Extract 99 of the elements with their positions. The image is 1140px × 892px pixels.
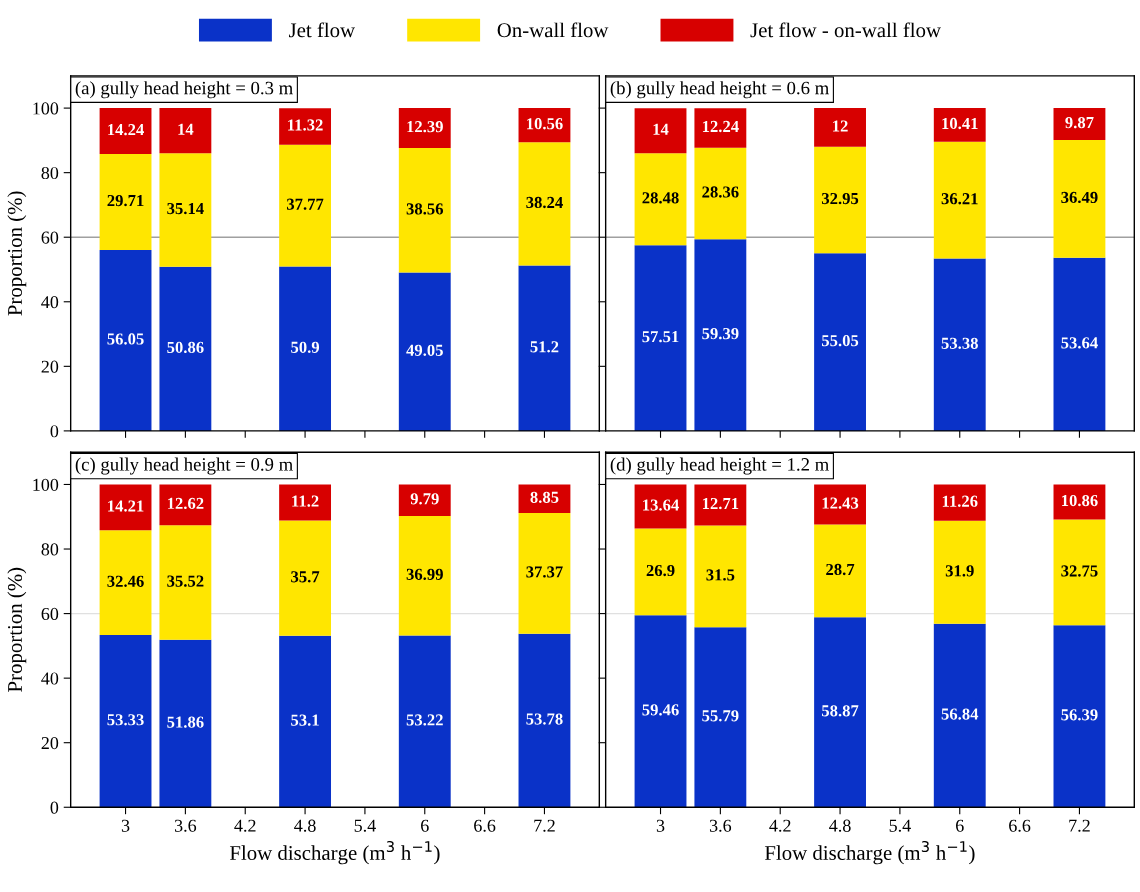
y-tick-label: 0 bbox=[50, 801, 59, 814]
chart-title: (a) gully head height = 0.3 m bbox=[75, 81, 293, 99]
x-axis-title: Flow discharge (m$^{3}$ h$^{−1}$) bbox=[764, 841, 975, 865]
data-label: 13.64 bbox=[643, 499, 679, 511]
y-tick-label: 100 bbox=[33, 102, 59, 115]
x-tick-label: 6 bbox=[956, 819, 964, 832]
data-label: 38.56 bbox=[406, 203, 444, 215]
x-tick-label: 5.4 bbox=[354, 819, 376, 832]
data-label: 57.51 bbox=[642, 331, 679, 343]
data-label: 38.24 bbox=[526, 196, 563, 209]
data-label: 26.9 bbox=[646, 564, 675, 577]
data-label: 36.49 bbox=[1061, 191, 1098, 204]
data-label: 12 bbox=[833, 120, 848, 132]
data-label: 10.41 bbox=[942, 117, 978, 130]
data-label: 12.43 bbox=[822, 497, 859, 509]
data-label: 58.87 bbox=[821, 705, 859, 717]
data-label: 11.32 bbox=[288, 119, 323, 131]
x-tick-label: 7.2 bbox=[534, 819, 555, 832]
data-label: 50.9 bbox=[291, 341, 320, 353]
data-label: 9.87 bbox=[1065, 116, 1094, 129]
data-label: 10.86 bbox=[1062, 494, 1098, 507]
legend-label: On-wall flow bbox=[497, 22, 609, 38]
x-tick-label: 5.4 bbox=[889, 819, 911, 832]
data-label: 14 bbox=[178, 123, 194, 135]
chart-title: (d) gully head height = 1.2 m bbox=[610, 457, 829, 475]
data-label: 53.38 bbox=[941, 337, 978, 349]
data-label: 32.46 bbox=[107, 575, 144, 587]
data-label: 28.7 bbox=[826, 563, 855, 576]
data-label: 28.48 bbox=[642, 192, 679, 204]
x-tick-label: 7.2 bbox=[1069, 819, 1090, 832]
data-label: 12.62 bbox=[167, 497, 204, 510]
data-label: 53.22 bbox=[406, 714, 443, 726]
x-tick-label: 6 bbox=[421, 819, 429, 832]
data-label: 10.56 bbox=[527, 118, 563, 130]
x-tick-label: 3 bbox=[121, 819, 130, 832]
data-label: 50.86 bbox=[167, 341, 204, 354]
data-label: 53.64 bbox=[1061, 337, 1098, 349]
data-label: 55.05 bbox=[821, 334, 859, 347]
x-axis-title: Flow discharge (m$^{3}$ h$^{−1}$) bbox=[229, 841, 440, 865]
x-tick-label: 3 bbox=[656, 819, 665, 832]
data-label: 9.79 bbox=[410, 493, 439, 505]
data-label: 36.99 bbox=[406, 568, 443, 581]
data-label: 12.24 bbox=[702, 120, 739, 133]
y-tick-label: 100 bbox=[33, 478, 59, 491]
data-label: 51.2 bbox=[530, 341, 559, 353]
data-label: 56.39 bbox=[1061, 709, 1098, 721]
data-label: 35.14 bbox=[167, 202, 204, 215]
data-label: 31.5 bbox=[706, 569, 735, 581]
y-axis-title: Proportion (%) bbox=[7, 567, 27, 692]
chart-title: (b) gully head height = 0.6 m bbox=[610, 81, 829, 99]
x-tick-label: 6.6 bbox=[1009, 819, 1031, 832]
x-tick-label: 6.6 bbox=[474, 819, 496, 832]
y-tick-label: 80 bbox=[41, 543, 59, 556]
data-label: 29.71 bbox=[107, 194, 144, 207]
data-label: 55.79 bbox=[702, 710, 739, 722]
data-label: 31.9 bbox=[945, 565, 974, 577]
data-label: 14.21 bbox=[108, 500, 144, 512]
y-tick-label: 20 bbox=[41, 736, 59, 750]
data-label: 35.7 bbox=[291, 571, 320, 583]
data-label: 56.84 bbox=[941, 708, 979, 720]
data-label: 37.77 bbox=[286, 198, 324, 210]
y-tick-label: 40 bbox=[41, 672, 59, 685]
data-label: 51.86 bbox=[167, 716, 204, 728]
y-axis-title: Proportion (%) bbox=[7, 191, 27, 316]
x-tick-label: 4.2 bbox=[234, 819, 256, 832]
data-label: 56.05 bbox=[107, 333, 144, 345]
data-label: 36.21 bbox=[941, 193, 978, 205]
data-label: 11.2 bbox=[292, 495, 319, 507]
data-label: 53.33 bbox=[107, 714, 144, 726]
data-label: 53.78 bbox=[526, 713, 563, 725]
data-label: 32.95 bbox=[821, 192, 859, 205]
x-tick-label: 4.8 bbox=[829, 819, 851, 832]
x-tick-label: 3.6 bbox=[174, 819, 197, 832]
data-label: 59.39 bbox=[702, 328, 739, 340]
y-tick-label: 60 bbox=[41, 607, 59, 621]
chart-title: (c) gully head height = 0.9 m bbox=[75, 457, 293, 475]
y-tick-label: 20 bbox=[41, 360, 59, 373]
data-label: 12.39 bbox=[407, 121, 443, 133]
data-label: 59.46 bbox=[642, 704, 679, 716]
data-label: 12.71 bbox=[702, 497, 739, 510]
data-label: 37.37 bbox=[526, 566, 563, 578]
x-tick-label: 3.6 bbox=[709, 819, 732, 832]
data-label: 11.26 bbox=[942, 495, 978, 507]
x-tick-label: 4.8 bbox=[294, 819, 316, 832]
legend-label: Jet flow - on-wall flow bbox=[750, 22, 941, 38]
x-tick-label: 4.2 bbox=[769, 819, 791, 832]
data-label: 28.36 bbox=[702, 186, 739, 198]
data-label: 49.05 bbox=[406, 344, 443, 356]
y-tick-label: 60 bbox=[41, 231, 59, 244]
data-label: 32.75 bbox=[1061, 565, 1098, 577]
y-tick-label: 0 bbox=[50, 425, 59, 438]
data-label: 14.24 bbox=[108, 124, 144, 136]
y-tick-label: 80 bbox=[41, 166, 59, 180]
legend-label: Jet flow bbox=[289, 22, 356, 38]
data-label: 35.52 bbox=[167, 575, 204, 587]
data-label: 14 bbox=[653, 123, 669, 135]
data-label: 53.1 bbox=[291, 714, 319, 726]
y-tick-label: 40 bbox=[41, 296, 59, 309]
data-label: 8.85 bbox=[530, 491, 559, 503]
